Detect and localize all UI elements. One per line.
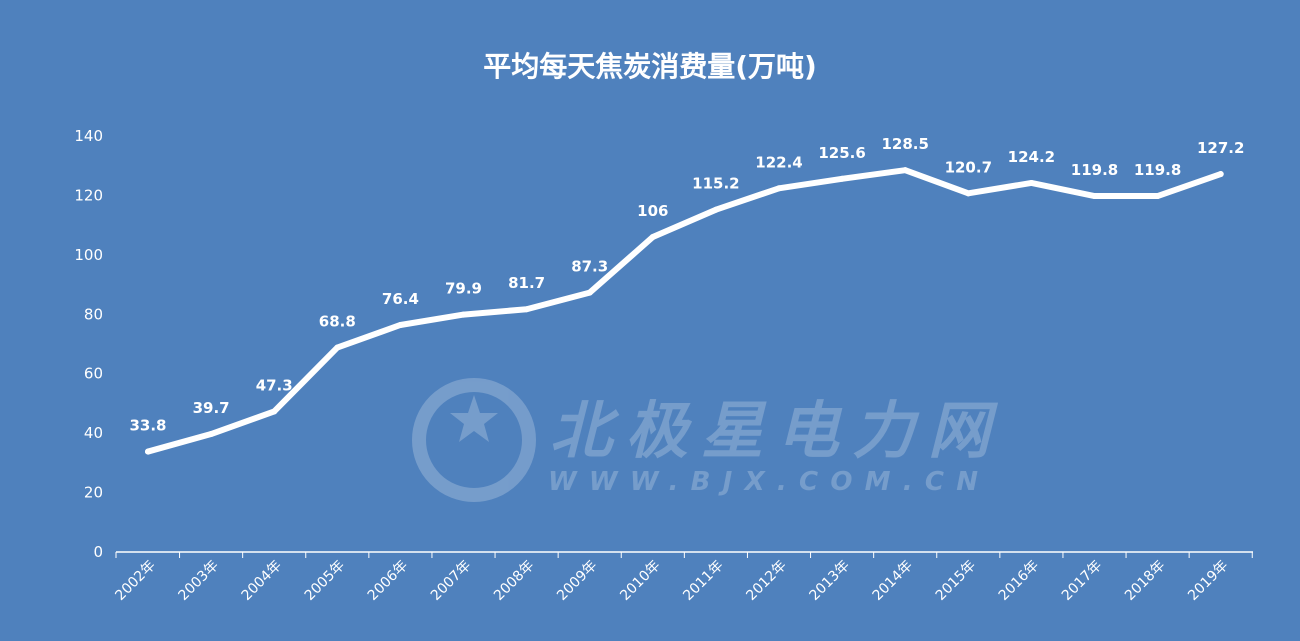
- data-point: [1217, 171, 1224, 178]
- data-label: 47.3: [256, 376, 293, 394]
- watermark: 北极星电力网 WWW.BJX.COM.CN: [412, 378, 999, 502]
- x-tick-label: 2013年: [807, 558, 853, 604]
- watermark-text: 北极星电力网: [550, 394, 999, 467]
- y-tick-label: 140: [74, 127, 103, 145]
- data-point: [902, 167, 909, 174]
- x-tick-label: 2007年: [428, 558, 474, 604]
- data-point: [523, 306, 530, 313]
- data-points: [145, 167, 1224, 455]
- data-label: 79.9: [445, 280, 482, 298]
- x-axis: 2002年 2003年 2004年 2005年 2006年 2007年 2008年 2009年…: [112, 552, 1253, 604]
- data-label: 122.4: [755, 153, 802, 171]
- y-tick-label: 120: [74, 186, 103, 204]
- data-point: [586, 289, 593, 296]
- x-tick-label: 2019年: [1185, 558, 1231, 604]
- data-point: [271, 408, 278, 415]
- x-tick-label: 2018年: [1122, 558, 1168, 604]
- data-label: 33.8: [129, 417, 166, 435]
- star-badge-icon: [412, 378, 536, 502]
- data-label: 76.4: [382, 290, 419, 308]
- data-labels: 33.8 39.7 47.3 68.8 76.4 79.9 81.7 87.3 106 115.2…: [129, 135, 1244, 434]
- x-tick-label: 2016年: [996, 558, 1042, 604]
- y-tick-label: 60: [84, 365, 103, 383]
- x-tick-label: 2017年: [1059, 558, 1105, 604]
- data-label: 127.2: [1197, 139, 1244, 157]
- x-tick-label: 2015年: [933, 558, 979, 604]
- data-point: [649, 234, 656, 241]
- y-tick-label: 0: [93, 543, 103, 561]
- data-label: 119.8: [1071, 161, 1118, 179]
- data-point: [208, 431, 215, 438]
- data-label: 125.6: [818, 144, 865, 162]
- x-tick-label: 2005年: [302, 558, 348, 604]
- data-label: 119.8: [1134, 161, 1181, 179]
- y-tick-label: 20: [84, 484, 103, 502]
- x-tick-label: 2012年: [743, 558, 789, 604]
- watermark-url: WWW.BJX.COM.CN: [548, 467, 978, 497]
- x-tick-label: 2003年: [176, 558, 222, 604]
- x-tick-label: 2014年: [870, 558, 916, 604]
- data-point: [145, 448, 151, 455]
- y-axis: 0 20 40 60 80 100 120 140: [74, 127, 103, 561]
- x-tick-label: 2011年: [680, 558, 726, 604]
- y-tick-label: 100: [74, 246, 103, 264]
- data-label: 106: [637, 202, 668, 220]
- data-label: 120.7: [945, 158, 992, 176]
- data-point: [1091, 193, 1098, 200]
- y-tick-label: 40: [84, 424, 103, 442]
- data-point: [334, 344, 341, 351]
- drop-lines: [147, 170, 1222, 552]
- data-point: [397, 321, 404, 328]
- data-label: 68.8: [319, 313, 356, 331]
- data-label: 115.2: [692, 175, 739, 193]
- data-label: 128.5: [881, 135, 928, 153]
- data-label: 81.7: [508, 274, 545, 292]
- data-point: [839, 175, 846, 182]
- data-label: 39.7: [193, 399, 230, 417]
- data-label: 124.2: [1008, 148, 1055, 166]
- x-tick-label: 2008年: [491, 558, 537, 604]
- x-tick-label: 2004年: [239, 558, 285, 604]
- x-tick-label: 2002年: [112, 558, 158, 604]
- chart-title: 平均每天焦炭消费量(万吨): [483, 50, 817, 83]
- data-point: [965, 190, 972, 197]
- x-tick-label: 2010年: [617, 558, 663, 604]
- data-point: [1154, 193, 1161, 200]
- data-point: [460, 311, 467, 318]
- x-tick-label: 2006年: [365, 558, 411, 604]
- data-point: [776, 185, 782, 192]
- data-point: [1028, 179, 1035, 186]
- x-tick-label: 2009年: [554, 558, 600, 604]
- y-tick-label: 80: [84, 305, 103, 323]
- data-point: [712, 206, 719, 213]
- data-label: 87.3: [571, 258, 608, 276]
- series-line: [145, 167, 1224, 455]
